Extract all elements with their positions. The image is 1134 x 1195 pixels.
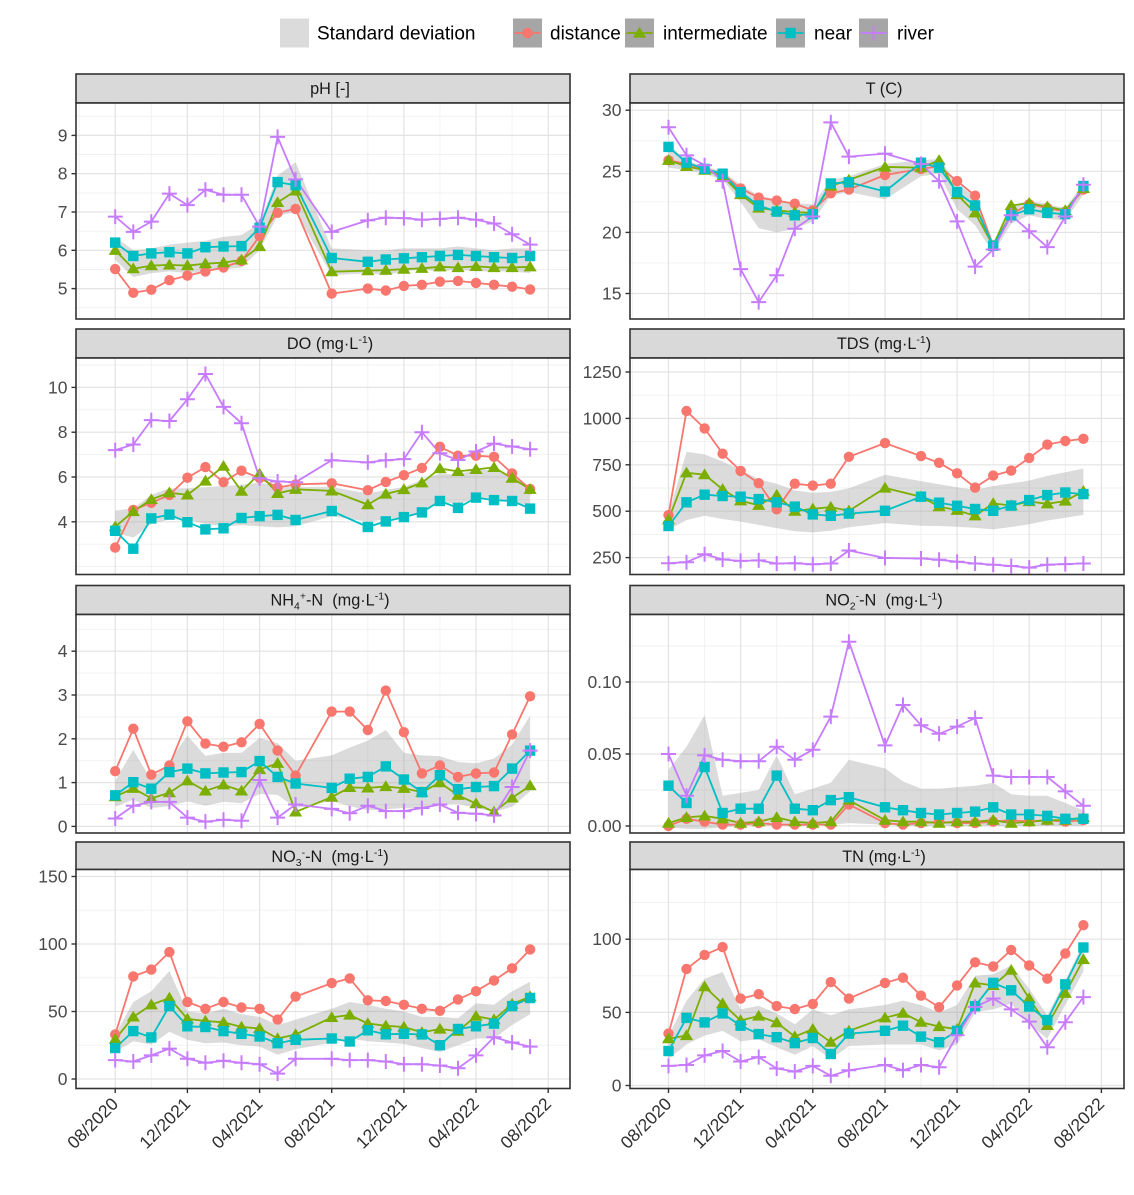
- svg-text:1250: 1250: [583, 362, 622, 382]
- svg-text:distance: distance: [550, 24, 621, 45]
- svg-text:0.00: 0.00: [587, 816, 621, 836]
- svg-text:near: near: [814, 24, 853, 45]
- svg-text:1: 1: [58, 773, 68, 793]
- svg-text:0: 0: [58, 816, 68, 836]
- svg-text:TDS (mg·L-1): TDS (mg·L-1): [837, 334, 931, 353]
- svg-text:Standard deviation: Standard deviation: [317, 24, 475, 45]
- svg-text:2: 2: [58, 729, 68, 749]
- svg-text:150: 150: [38, 867, 67, 887]
- svg-text:DO (mg·L-1): DO (mg·L-1): [287, 334, 373, 353]
- svg-text:5: 5: [58, 279, 68, 299]
- svg-text:pH [-]: pH [-]: [310, 80, 350, 98]
- svg-text:0.05: 0.05: [587, 744, 621, 764]
- svg-text:50: 50: [602, 1002, 622, 1022]
- svg-text:8: 8: [58, 164, 68, 184]
- svg-text:4: 4: [58, 512, 68, 532]
- svg-text:6: 6: [58, 467, 68, 487]
- svg-text:10: 10: [48, 377, 68, 397]
- svg-text:TN (mg·L-1): TN (mg·L-1): [842, 847, 926, 866]
- svg-text:9: 9: [58, 125, 68, 145]
- svg-text:NH4+-N (mg·L-1): NH4+-N (mg·L-1): [270, 591, 389, 613]
- svg-text:T (C): T (C): [866, 80, 903, 98]
- svg-text:NO2--N (mg·L-1): NO2--N (mg·L-1): [825, 591, 942, 613]
- svg-text:river: river: [897, 24, 935, 45]
- svg-text:15: 15: [602, 284, 621, 304]
- svg-text:8: 8: [58, 422, 68, 442]
- svg-text:100: 100: [592, 929, 621, 949]
- svg-text:750: 750: [592, 455, 621, 475]
- svg-text:20: 20: [602, 222, 622, 242]
- svg-text:0: 0: [58, 1069, 68, 1089]
- svg-text:0.10: 0.10: [587, 672, 621, 692]
- svg-text:3: 3: [58, 685, 68, 705]
- svg-text:500: 500: [592, 501, 621, 521]
- svg-text:100: 100: [38, 934, 67, 954]
- svg-text:NO3--N (mg·L-1): NO3--N (mg·L-1): [271, 847, 388, 869]
- svg-text:1000: 1000: [583, 408, 622, 428]
- svg-text:30: 30: [602, 100, 622, 120]
- svg-text:250: 250: [592, 548, 621, 568]
- svg-text:7: 7: [58, 202, 68, 222]
- svg-text:6: 6: [58, 240, 68, 260]
- svg-text:50: 50: [48, 1002, 68, 1022]
- svg-text:intermediate: intermediate: [663, 24, 768, 45]
- svg-text:0: 0: [612, 1076, 622, 1096]
- svg-text:4: 4: [58, 641, 68, 661]
- svg-text:25: 25: [602, 161, 621, 181]
